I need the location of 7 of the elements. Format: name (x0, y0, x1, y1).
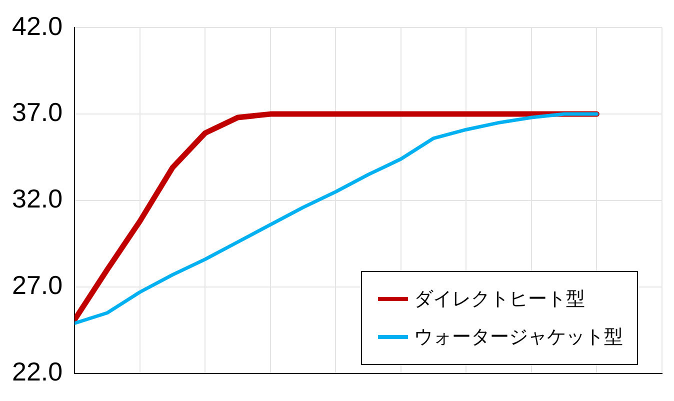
y-tick-label: 42.0 (12, 10, 63, 41)
y-tick-label: 27.0 (12, 270, 63, 300)
legend-label: ウォータージャケット型 (414, 325, 623, 350)
y-tick-label: 37.0 (12, 97, 63, 128)
y-tick-label: 32.0 (12, 184, 63, 214)
legend-label: ダイレクトヒート型 (414, 287, 585, 312)
y-tick-label: 22.0 (12, 356, 63, 387)
